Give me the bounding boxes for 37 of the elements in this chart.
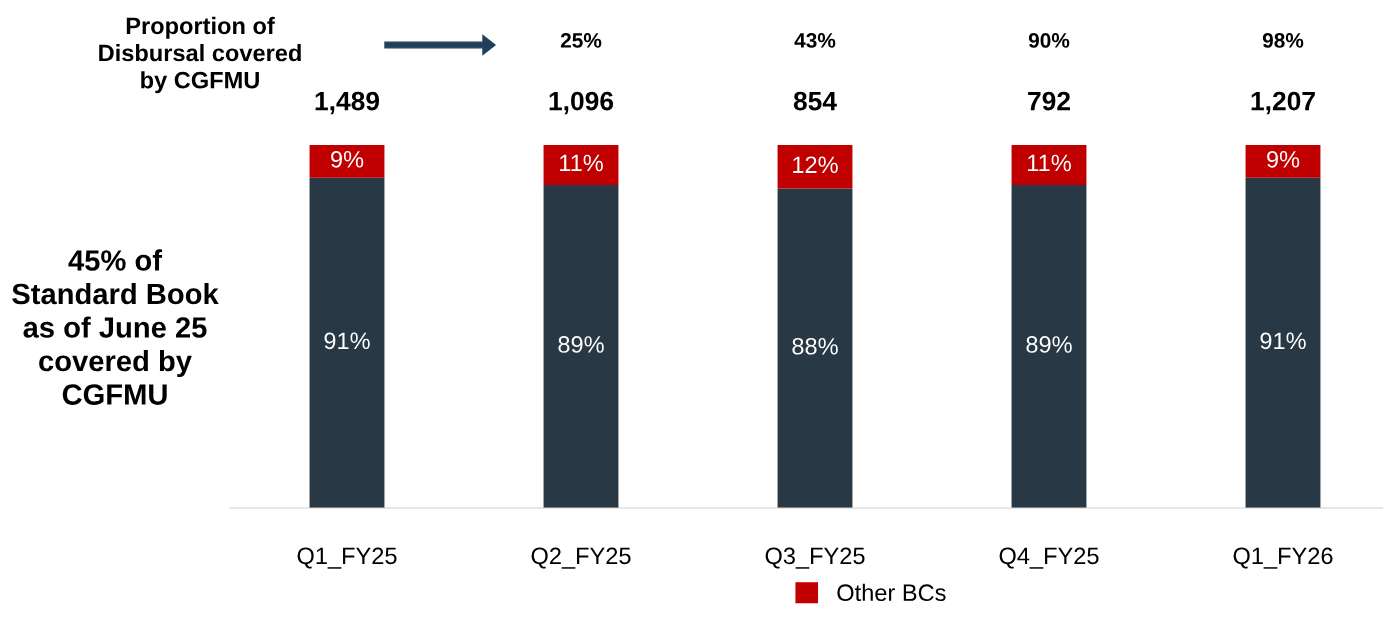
bar: [1011, 184, 1087, 508]
bar: [1245, 177, 1321, 508]
bar: [777, 145, 853, 189]
text: 90%: [1028, 33, 1070, 48]
data-label: 12%: [793, 156, 838, 174]
data-label: 11%: [1028, 154, 1071, 172]
bar: [543, 145, 619, 185]
text: 854: [793, 91, 837, 111]
data-label: 91%: [324, 332, 370, 350]
legend-label: Other BCs: [837, 583, 946, 602]
text: 25%: [560, 33, 602, 48]
text: 1,096: [549, 91, 614, 115]
text: 98%: [1262, 33, 1304, 48]
bar: [309, 177, 385, 508]
x-tick-label: Q2_FY25: [531, 547, 631, 569]
data-label: 9%: [1267, 150, 1300, 168]
data-label: 91%: [1260, 332, 1306, 350]
text: 1,489: [315, 91, 380, 115]
x-tick-label: Q4_FY25: [999, 547, 1099, 569]
bar: [777, 188, 853, 508]
bar: [309, 145, 385, 178]
x-tick-label: Q3_FY25: [765, 547, 865, 569]
text: 45% of Standard Book as of June 25 covered by CGFMU: [12, 249, 219, 405]
data-label: 9%: [331, 150, 364, 168]
text: 1,207: [1251, 91, 1315, 115]
bar: [1011, 145, 1087, 185]
data-label: 89%: [558, 336, 604, 353]
data-label: 89%: [1026, 336, 1072, 353]
bar: [543, 184, 619, 508]
data-label: 11%: [560, 154, 603, 172]
text: 792: [1028, 91, 1070, 111]
x-tick-label: Q1_FY26: [1233, 547, 1333, 569]
bar: [1245, 145, 1321, 178]
data-label: 88%: [792, 337, 838, 355]
x-tick-label: Q1_FY25: [297, 547, 397, 569]
text: Proportion of Disbursal covered by CGFMU: [99, 16, 301, 94]
text: 43%: [794, 33, 836, 48]
